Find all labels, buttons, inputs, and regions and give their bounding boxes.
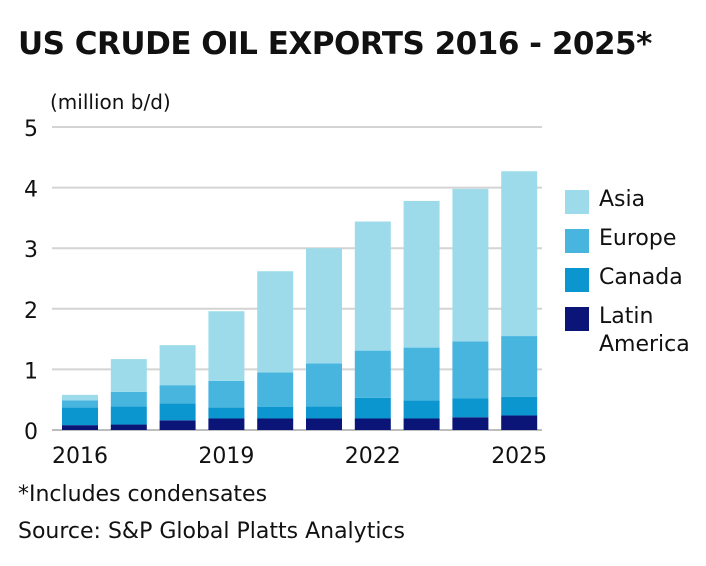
bar-europe-2022 <box>354 350 391 398</box>
legend-item-asia: Asia <box>565 186 706 225</box>
bar-latin-america-2020 <box>257 418 294 430</box>
y-tick-label-3: 3 <box>24 238 38 263</box>
y-tick-label-5: 5 <box>24 117 38 142</box>
legend-swatch-asia <box>565 190 589 214</box>
bar-latin-america-2021 <box>306 418 342 430</box>
legend-label-canada: Canada <box>599 265 683 290</box>
bar-asia-2016 <box>62 394 98 401</box>
bar-canada-2020 <box>257 406 294 419</box>
x-tick-label-2025: 2025 <box>491 444 547 469</box>
bar-asia-2019 <box>208 311 245 381</box>
bar-canada-2018 <box>159 403 196 421</box>
bar-canada-2021 <box>306 406 342 419</box>
bar-asia-2024 <box>452 188 489 342</box>
x-tick-label-2022: 2022 <box>345 444 401 469</box>
bar-latin-america-2018 <box>159 420 196 430</box>
bar-asia-2017 <box>110 359 147 392</box>
chart-title: US CRUDE OIL EXPORTS 2016 - 2025* <box>18 26 652 62</box>
bar-canada-2022 <box>354 397 391 419</box>
bar-canada-2016 <box>62 407 98 426</box>
bar-europe-2016 <box>62 400 98 408</box>
bar-latin-america-2017 <box>110 424 147 430</box>
y-tick-label-2: 2 <box>24 299 38 324</box>
bar-europe-2024 <box>452 341 489 399</box>
bar-canada-2025 <box>501 396 538 416</box>
bar-europe-2017 <box>110 391 147 407</box>
legend-swatch-latin-america <box>565 307 589 331</box>
x-tick-label-2016: 2016 <box>52 444 108 469</box>
y-axis-unit-label: (million b/d) <box>50 90 171 114</box>
legend-label-latin-america: Latin America <box>599 304 690 357</box>
bar-canada-2017 <box>110 406 147 425</box>
legend-item-europe: Europe <box>565 225 706 264</box>
source-note: Source: S&P Global Platts Analytics <box>18 519 405 544</box>
bar-asia-2023 <box>403 200 440 348</box>
y-tick-label-4: 4 <box>24 178 38 203</box>
bar-europe-2025 <box>501 336 538 397</box>
footnote: *Includes condensates <box>18 482 268 507</box>
y-tick-label-1: 1 <box>24 359 38 384</box>
bar-europe-2019 <box>208 380 245 408</box>
legend-item-latin-america: Latin America <box>565 303 706 357</box>
bar-latin-america-2016 <box>62 425 98 430</box>
legend: Asia Europe Canada Latin America <box>565 186 706 357</box>
x-tick-label-2019: 2019 <box>198 444 254 469</box>
legend-swatch-canada <box>565 268 589 292</box>
bar-canada-2023 <box>403 400 440 419</box>
bar-canada-2019 <box>208 407 245 419</box>
bar-latin-america-2023 <box>403 418 440 430</box>
bar-canada-2024 <box>452 398 489 418</box>
bar-latin-america-2024 <box>452 417 489 430</box>
bar-latin-america-2022 <box>354 418 391 430</box>
legend-swatch-europe <box>565 229 589 253</box>
bar-asia-2020 <box>257 271 294 373</box>
legend-label-asia: Asia <box>599 187 646 212</box>
bar-europe-2021 <box>306 363 342 407</box>
legend-item-canada: Canada <box>565 264 706 303</box>
bar-asia-2018 <box>159 345 196 386</box>
bar-asia-2022 <box>354 221 391 351</box>
bar-latin-america-2019 <box>208 418 245 430</box>
bar-asia-2021 <box>306 248 342 364</box>
y-tick-label-0: 0 <box>24 420 38 445</box>
bar-europe-2020 <box>257 372 294 407</box>
bar-latin-america-2025 <box>501 415 538 430</box>
bar-europe-2018 <box>159 385 196 404</box>
bar-asia-2025 <box>501 171 538 337</box>
legend-label-europe: Europe <box>599 226 677 251</box>
bar-europe-2023 <box>403 347 440 401</box>
